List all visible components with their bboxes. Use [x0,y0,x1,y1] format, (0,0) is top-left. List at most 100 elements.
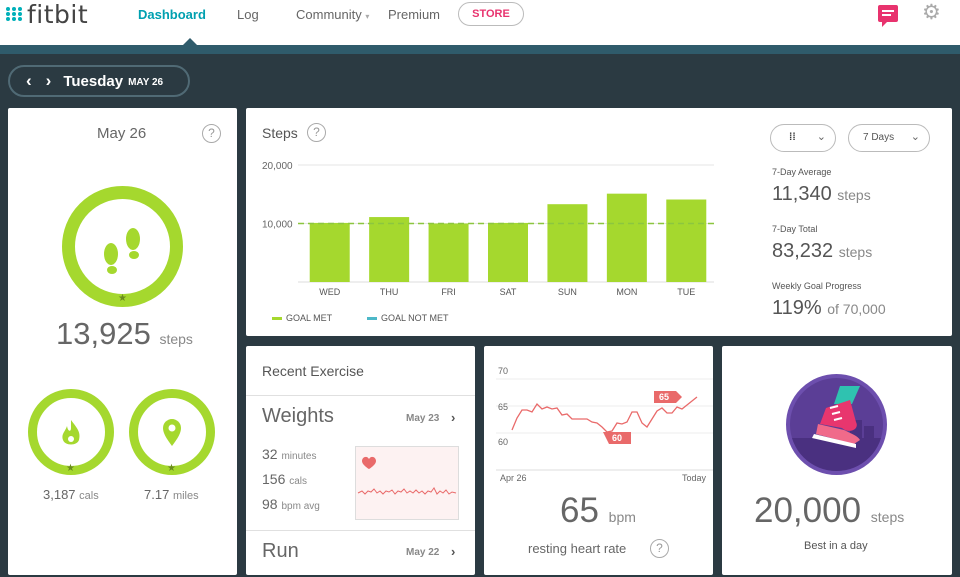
chart-bar[interactable] [428,223,469,283]
today-summary-card[interactable]: May 26 ? ★ 13,925 steps ★ ★ 3,187 cals 7… [8,108,237,575]
today-date: May 26 [97,125,147,142]
exercise-calories-value: 156 [262,471,286,487]
date-day: Tuesday [63,72,124,90]
legend-goal-not-met: GOAL NOT MET [367,313,449,323]
exercise-calories: 156 cals [262,471,307,487]
resting-hr-value: 65 bpm [560,491,636,531]
activity-type-dropdown[interactable]: ⁞⁞ ⌄ [770,124,836,152]
nav-accent-strip [0,45,960,54]
goal-star-icon: ★ [167,463,176,474]
location-pin-icon [163,419,181,446]
date-navigator: ‹ › Tuesday MAY 26 [8,65,190,97]
progress-of: of 70,000 [827,301,886,317]
legend-swatch [272,316,282,320]
exercise-heart-rate-graph [355,446,459,520]
chart-ytick-label: 10,000 [262,220,293,231]
logo-text: fitbit [27,0,89,29]
gear-icon[interactable]: ⚙ [922,1,941,24]
chart-bar[interactable] [488,222,528,282]
hr-high-flag-label: 65 [659,392,669,402]
avg-stat: 11,340 steps [772,183,871,206]
hr-value: 65 [560,491,599,530]
hr-ytick: 60 [498,437,508,447]
total-value: 83,232 [772,240,834,262]
heart-rate-card[interactable]: 70 65 60 65 60 Apr 26 Today 65 bpm resti… [484,346,713,575]
chevron-down-icon: ▾ [365,12,370,21]
divider [246,395,475,396]
badge-card[interactable]: 20,000 steps Best in a day [722,346,952,575]
total-label: 7-Day Total [772,224,818,234]
goal-star-icon: ★ [118,293,127,304]
exercise-name: Weights [262,405,334,427]
footprints-icon [104,228,140,274]
steps-ring[interactable] [62,186,183,307]
progress-stat: 119% of 70,000 [772,297,886,320]
help-icon[interactable]: ? [202,124,221,143]
nav-community-label: Community [296,7,362,22]
badge-label: Best in a day [804,540,868,552]
legend-goal-met-label: GOAL MET [286,313,333,323]
avg-label: 7-Day Average [772,167,832,177]
chart-xtick-label: THU [380,287,399,297]
nav-premium[interactable]: Premium [388,7,441,22]
progress-label: Weekly Goal Progress [772,281,862,291]
hr-ytick: 65 [498,402,508,412]
exercise-bpm-unit: bpm avg [281,501,320,512]
chart-bar[interactable] [309,222,350,282]
chevron-right-icon: › [451,410,456,425]
nav-community[interactable]: Community ▾ [296,7,369,22]
chart-bar[interactable] [666,199,707,282]
hr-low-flag [603,432,631,444]
badge-unit: steps [870,509,905,525]
chart-xtick-label: TUE [677,287,695,297]
legend-goal-met: GOAL MET [272,313,332,323]
hr-low-flag-label: 60 [612,433,622,443]
chart-bar[interactable] [369,217,410,282]
chart-xtick-label: WED [319,287,340,297]
calories-value: 3,187 [43,487,76,502]
heart-icon [362,456,376,469]
store-button[interactable]: STORE [458,2,524,26]
chart-xtick-label: FRI [441,287,456,297]
chart-xtick-label: SAT [500,287,517,297]
help-icon[interactable]: ? [307,123,326,142]
exercise-bpm-value: 98 [262,496,278,512]
badge-value: 20,000 steps [754,491,904,531]
chevron-left-icon[interactable]: ‹ [26,71,32,90]
chart-xtick-label: SUN [558,287,577,297]
steps-value: 13,925 [56,316,151,351]
chart-bar[interactable] [547,204,588,282]
hr-high-flag [654,391,682,403]
distance-stat: 7.17 miles [144,487,199,502]
help-icon[interactable]: ? [650,539,669,558]
chevron-right-icon[interactable]: › [45,71,52,90]
chart-ytick-label: 20,000 [262,161,293,172]
fitbit-logo[interactable]: fitbit [6,0,89,29]
distance-ring[interactable] [129,389,215,475]
distance-unit: miles [172,490,199,502]
legend-goal-not-met-label: GOAL NOT MET [381,313,449,323]
recent-exercise-card: Recent Exercise Weights May 23 › 32 minu… [246,346,475,575]
progress-value: 119% [772,297,822,319]
nav-dashboard[interactable]: Dashboard [138,7,206,22]
exercise-title: Recent Exercise [262,363,364,379]
messages-icon[interactable] [878,5,898,27]
exercise-date: May 23 [406,413,440,424]
date-range-value: 7 Days [863,132,895,143]
steps-bar-chart[interactable]: 20,000 10,000 WED THU FRI SAT SUN MON TUE [246,108,716,308]
calories-stat: 3,187 cals [43,487,99,502]
steps-title: Steps [262,125,298,141]
duration-value: 32 [262,446,278,462]
logo-dots-icon [6,7,23,21]
date-range-dropdown[interactable]: 7 Days ⌄ [848,124,930,152]
exercise-calories-unit: cals [289,476,308,487]
top-nav-bar: fitbit Dashboard Log Community ▾ Premium… [0,0,960,45]
chart-bar[interactable] [606,193,647,282]
total-stat: 83,232 steps [772,240,872,263]
nav-log[interactable]: Log [237,7,259,22]
total-unit: steps [838,244,873,260]
calories-ring[interactable] [28,389,114,475]
avg-value: 11,340 [772,183,832,205]
hr-x-end: Today [682,473,707,483]
chevron-right-icon: › [451,544,456,559]
